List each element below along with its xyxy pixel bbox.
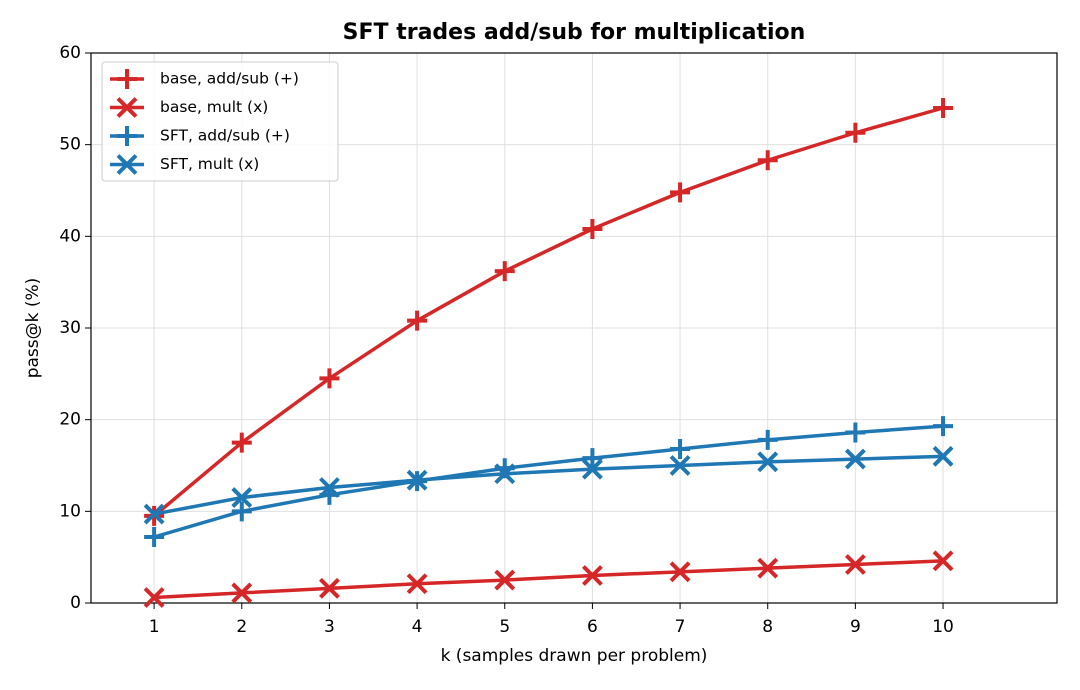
x-tick-label: 10 <box>932 617 954 637</box>
marker <box>494 261 515 282</box>
marker <box>670 182 691 203</box>
y-tick-label: 60 <box>59 43 81 63</box>
x-tick-label: 7 <box>675 617 686 637</box>
legend: base, add/sub (+) base, mult (x) SFT, add/… <box>101 61 339 182</box>
marker <box>669 561 691 583</box>
y-tick-label: 0 <box>70 593 81 613</box>
marker <box>757 429 778 450</box>
marker <box>406 469 428 491</box>
marker <box>670 439 691 459</box>
x-axis-label: k (samples drawn per problem) <box>441 646 708 666</box>
x-tick-label: 1 <box>149 617 160 637</box>
marker <box>319 477 340 498</box>
marker <box>582 448 603 469</box>
marker <box>844 554 866 575</box>
marker <box>933 416 954 437</box>
marker <box>144 527 165 547</box>
legend-label: SFT, add/sub (+) <box>160 127 290 145</box>
marker <box>844 448 866 470</box>
x-tick-label: 8 <box>762 617 773 637</box>
marker <box>932 445 954 467</box>
marker <box>143 503 165 525</box>
x-tick-label: 5 <box>499 617 510 637</box>
marker <box>494 463 516 485</box>
marker <box>231 501 252 522</box>
legend-box <box>101 61 339 182</box>
x-tick-label: 2 <box>236 617 247 637</box>
legend-label: SFT, mult (x) <box>160 155 259 173</box>
marker <box>231 487 253 508</box>
y-tick-label: 40 <box>59 226 81 246</box>
marker <box>932 550 954 572</box>
y-tick-label: 50 <box>59 135 81 155</box>
series-line <box>154 559 944 600</box>
marker <box>757 557 779 579</box>
marker <box>933 98 954 118</box>
marker <box>406 573 428 595</box>
x-tick-label: 9 <box>850 617 861 637</box>
legend-marker <box>116 97 138 118</box>
marker <box>581 565 603 586</box>
marker <box>669 455 691 476</box>
y-tick-label: 30 <box>59 318 81 338</box>
marker <box>319 368 340 389</box>
marker <box>231 582 253 604</box>
marker <box>143 587 165 608</box>
series-line <box>153 454 944 516</box>
legend-label: base, add/sub (+) <box>160 70 299 88</box>
series-line <box>153 424 944 539</box>
legend-marker <box>116 154 138 175</box>
y-axis-label: pass@k (%) <box>23 278 43 379</box>
chart-title: SFT trades add/sub for multiplication <box>343 20 806 45</box>
marker <box>407 310 428 331</box>
legend-label: base, mult (x) <box>160 98 268 116</box>
marker <box>581 458 603 480</box>
y-tick-label: 20 <box>59 410 81 430</box>
legend-marker <box>117 126 137 146</box>
x-tick-label: 6 <box>587 617 598 637</box>
y-tick-label: 10 <box>59 501 81 521</box>
marker <box>494 569 516 591</box>
marker <box>582 219 603 239</box>
marker <box>757 451 779 473</box>
x-tick-label: 4 <box>412 617 423 637</box>
marker <box>757 150 778 171</box>
marker <box>231 432 252 453</box>
legend-marker <box>117 69 137 89</box>
series-line <box>152 106 944 518</box>
marker <box>845 122 866 143</box>
marker <box>319 577 340 599</box>
x-tick-label: 3 <box>324 617 335 637</box>
plot-frame <box>90 52 1058 604</box>
marker <box>845 422 866 443</box>
